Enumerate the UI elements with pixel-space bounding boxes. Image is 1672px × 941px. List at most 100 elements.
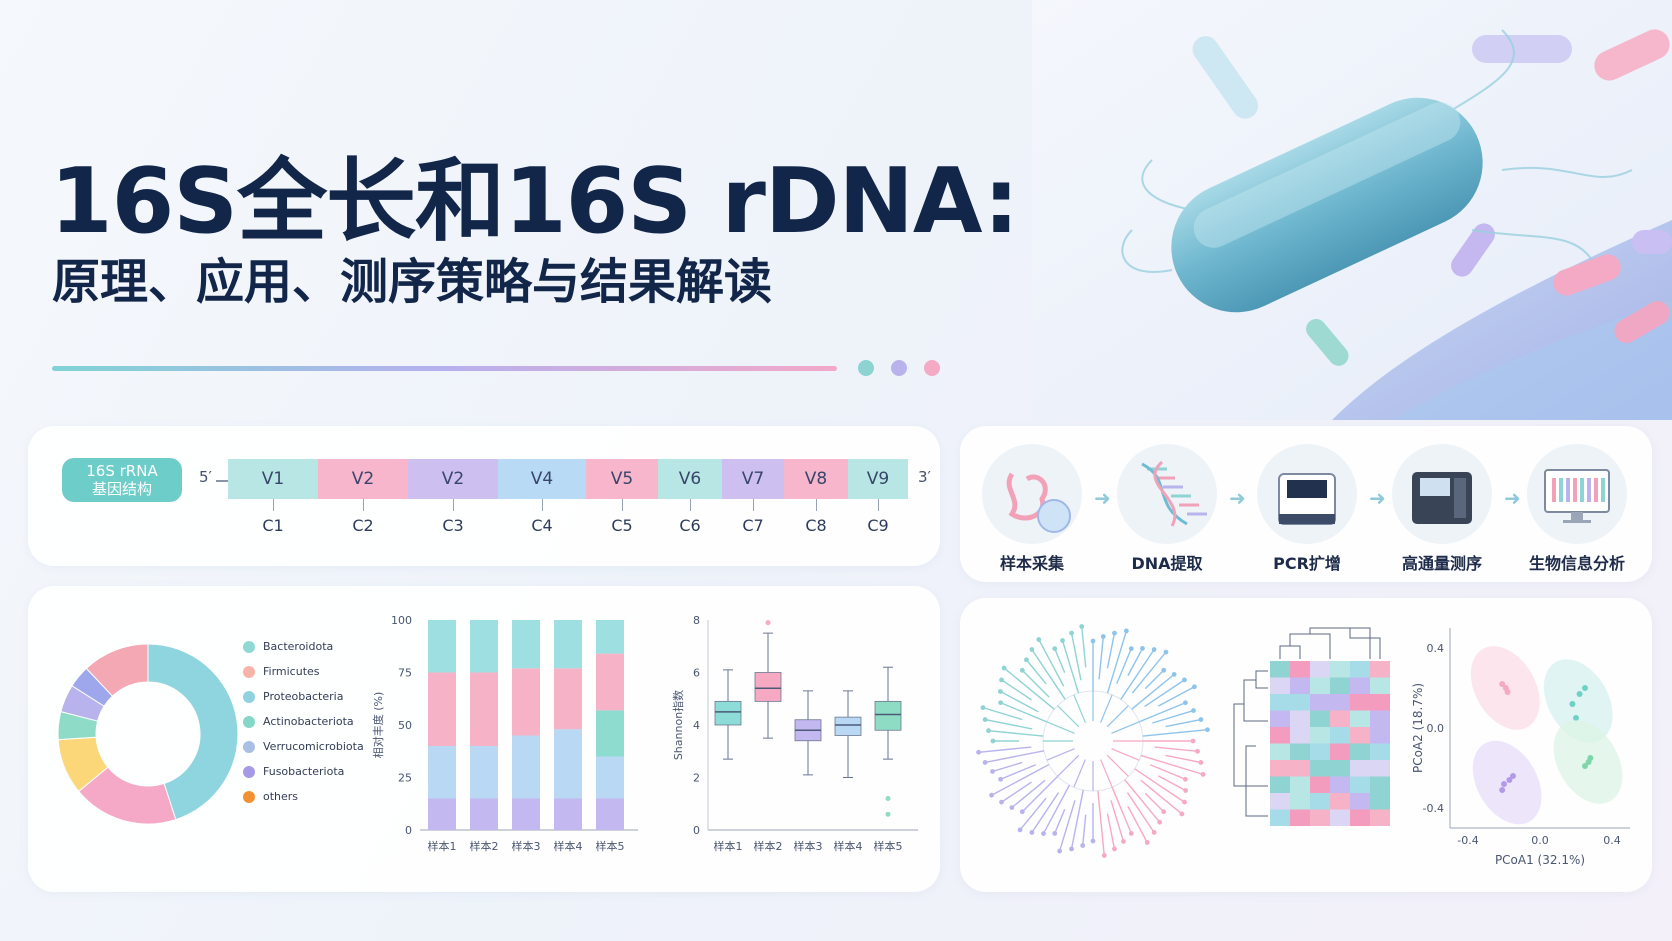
tree-branch [1046, 721, 1075, 734]
tree-leaf [989, 792, 994, 798]
region-tick [753, 499, 754, 511]
heatmap-cell [1370, 776, 1390, 793]
tree-branch [1038, 639, 1065, 687]
heatmap-cell [1310, 694, 1330, 711]
heatmap-cell [1350, 776, 1370, 793]
conserved-region-label: C5 [611, 516, 633, 535]
heatmap-cell [1310, 776, 1330, 793]
tree-leaf [997, 689, 1003, 694]
tree-branch [1019, 797, 1047, 831]
legend-swatch [243, 766, 255, 778]
workflow-panel: 样本采集 ➜ DNA提取 ➜ PCR扩增 ➜ 高通量测序 ➜ 生物信息分析 [960, 426, 1652, 582]
tree-branch [1057, 705, 1080, 728]
stacked-bar-segment [428, 672, 456, 746]
heatmap-cell [1350, 727, 1370, 744]
tree-branch [1127, 805, 1148, 843]
stacked-bar-segment [596, 653, 624, 711]
tree-leaf [1029, 830, 1035, 835]
tree-branch [1116, 648, 1132, 684]
stacked-bar-segment [512, 620, 540, 669]
heatmap-cell [1370, 793, 1390, 810]
tree-leaf [1140, 645, 1145, 651]
tree-leaf [1023, 657, 1029, 663]
heatmap-cell [1270, 793, 1290, 810]
variable-region: V7 [722, 459, 784, 499]
workflow-step-label: PCR扩增 [1273, 554, 1341, 573]
y-tick-label: 0.0 [1427, 722, 1445, 735]
variable-region: V6 [658, 459, 722, 499]
region-tick [273, 499, 274, 511]
heatmap-cell [1330, 776, 1350, 793]
y-axis-label: 相对丰度 (%) [371, 692, 385, 759]
scatter-point [1510, 773, 1516, 779]
tree-branch [1054, 648, 1066, 673]
heatmap-cell [1370, 809, 1390, 826]
tree-branch [1152, 709, 1194, 724]
tree-leaf [976, 749, 981, 755]
scatter-point [1569, 701, 1576, 707]
x-tick-label: 样本2 [754, 839, 783, 853]
tree-branch [1042, 784, 1071, 834]
legend-swatch [243, 666, 255, 678]
tree-leaf [999, 799, 1004, 805]
heatmap-cell [1290, 694, 1310, 711]
tree-branch [1098, 636, 1104, 680]
workflow-step: DNA提取 [1115, 444, 1219, 574]
legend-swatch [243, 691, 255, 703]
heatmap-cell [1370, 694, 1390, 711]
tree-leaf [1079, 624, 1085, 629]
workflow-arrow-icon: ➜ [1369, 486, 1386, 510]
variable-region: V1 [228, 459, 318, 499]
tree-leaf [1112, 846, 1117, 852]
stacked-bar-segment [554, 729, 582, 799]
tree-branch [1100, 694, 1113, 723]
tree-branch [1061, 640, 1080, 694]
scatter-point [1499, 787, 1506, 793]
tree-leaf [1161, 667, 1167, 673]
tree-branch [1154, 746, 1198, 752]
tree-branch [1073, 759, 1086, 788]
gene-label-line2: 基因结构 [91, 480, 152, 498]
y-tick-label: 50 [398, 719, 412, 732]
conserved-region-label: C1 [262, 516, 284, 535]
conserved-region-label: C9 [867, 516, 889, 535]
tree-branch [978, 746, 1032, 753]
heatmap-cell [1270, 710, 1290, 727]
phylogenetic-tree [976, 624, 1210, 858]
tree-branch [1021, 669, 1050, 698]
tree-branch [1073, 694, 1086, 723]
heatmap-cell [1310, 743, 1330, 760]
tree-branch [1138, 702, 1186, 723]
y-axis-label: Shannon指数 [671, 690, 685, 760]
tree-branch [1031, 792, 1060, 833]
tree-leaf [1052, 830, 1058, 836]
y-tick-label: 0 [693, 824, 700, 837]
tree-branch [1165, 718, 1202, 728]
legend-label: Firmicutes [263, 665, 320, 678]
tree-leaf [999, 677, 1004, 683]
box-outlier [765, 620, 771, 626]
stacked-bar-segment [554, 798, 582, 830]
box-iqr [834, 716, 862, 736]
x-tick-label: 样本4 [554, 839, 583, 853]
tree-branch [982, 706, 1023, 721]
variable-region: V2 [408, 459, 498, 499]
heatmap-cell [1290, 661, 1310, 678]
tree-branch [1134, 768, 1185, 803]
tree-branch [1157, 686, 1195, 707]
stacked-bar-segment [470, 620, 498, 673]
tree-leaf [1182, 700, 1188, 706]
workflow-arrow-icon: ➜ [1094, 486, 1111, 510]
workflow-step-label: 高通量测序 [1401, 554, 1482, 573]
tree-branch [984, 750, 1045, 764]
tree-leaf [1041, 831, 1046, 837]
heatmap-cell [1290, 793, 1310, 810]
tree-leaf [1163, 649, 1169, 655]
group-ellipse [1472, 740, 1542, 825]
heatmap-cell [1370, 710, 1390, 727]
scatter-point [1587, 755, 1594, 761]
tree-leaf [1200, 771, 1206, 777]
x-tick-label: 样本3 [512, 839, 541, 853]
heatmap-cell [1270, 809, 1290, 826]
pcr-machine-icon [1257, 444, 1357, 544]
